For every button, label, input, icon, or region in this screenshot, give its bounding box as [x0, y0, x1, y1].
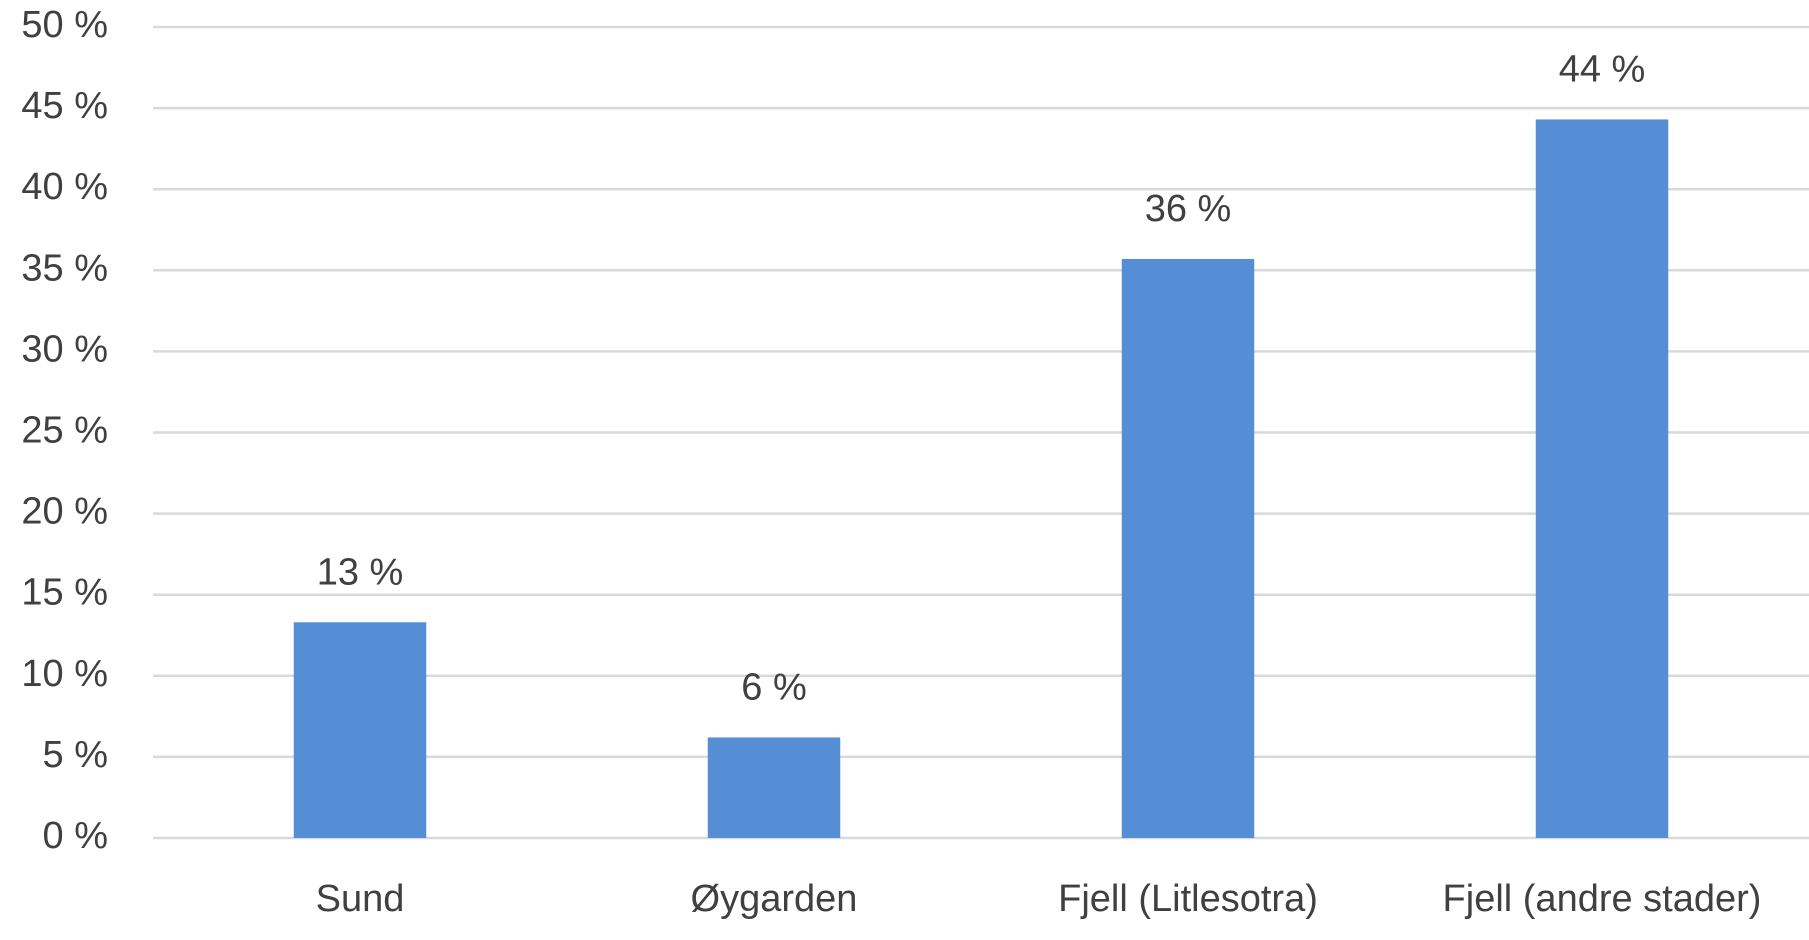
x-tick-label: Øygarden	[691, 878, 858, 920]
bar	[1535, 119, 1669, 839]
data-label: 13 %	[317, 551, 404, 593]
bar	[293, 622, 427, 838]
x-tick-label: Fjell (Litlesotra)	[1058, 878, 1318, 920]
y-tick-label: 5 %	[43, 734, 108, 776]
y-tick-label: 15 %	[21, 572, 108, 614]
x-tick-label: Sund	[316, 878, 405, 920]
y-tick-label: 40 %	[21, 166, 108, 208]
y-tick-label: 20 %	[21, 491, 108, 533]
y-tick-label: 35 %	[21, 247, 108, 289]
data-label: 6 %	[741, 666, 806, 708]
data-label: 44 %	[1559, 48, 1646, 90]
y-tick-label: 0 %	[43, 815, 108, 857]
y-tick-label: 30 %	[21, 328, 108, 370]
bar	[1121, 258, 1255, 838]
x-tick-label: Fjell (andre stader)	[1443, 878, 1762, 920]
y-tick-label: 45 %	[21, 85, 108, 127]
data-label: 36 %	[1145, 188, 1232, 230]
y-tick-label: 50 %	[21, 4, 108, 46]
y-tick-label: 25 %	[21, 410, 108, 452]
bar	[707, 737, 841, 838]
y-tick-label: 10 %	[21, 653, 108, 695]
